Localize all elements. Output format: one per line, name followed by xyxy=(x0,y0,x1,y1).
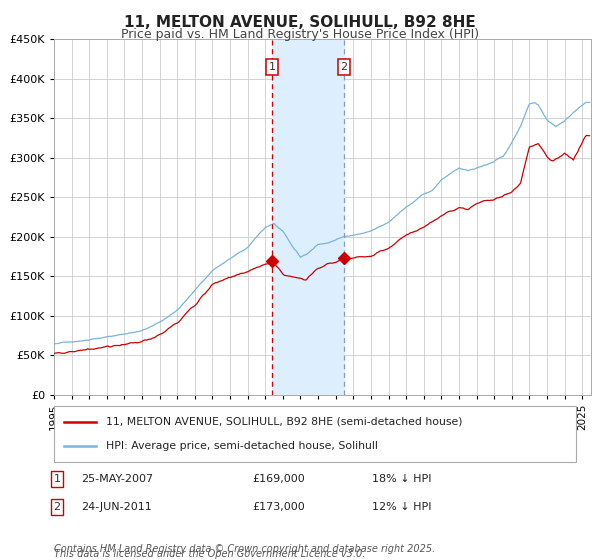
Text: HPI: Average price, semi-detached house, Solihull: HPI: Average price, semi-detached house,… xyxy=(106,441,378,451)
Text: 2: 2 xyxy=(53,502,61,512)
FancyBboxPatch shape xyxy=(54,406,576,462)
Text: £169,000: £169,000 xyxy=(252,474,305,484)
Text: 1: 1 xyxy=(269,62,275,72)
Text: 24-JUN-2011: 24-JUN-2011 xyxy=(81,502,152,512)
Text: 1: 1 xyxy=(53,474,61,484)
Text: 2: 2 xyxy=(341,62,348,72)
Text: 12% ↓ HPI: 12% ↓ HPI xyxy=(372,502,431,512)
Text: £173,000: £173,000 xyxy=(252,502,305,512)
Text: Contains HM Land Registry data © Crown copyright and database right 2025.: Contains HM Land Registry data © Crown c… xyxy=(54,544,435,554)
Text: 11, MELTON AVENUE, SOLIHULL, B92 8HE (semi-detached house): 11, MELTON AVENUE, SOLIHULL, B92 8HE (se… xyxy=(106,417,463,427)
Text: 18% ↓ HPI: 18% ↓ HPI xyxy=(372,474,431,484)
Text: This data is licensed under the Open Government Licence v3.0.: This data is licensed under the Open Gov… xyxy=(54,549,365,559)
Text: 11, MELTON AVENUE, SOLIHULL, B92 8HE: 11, MELTON AVENUE, SOLIHULL, B92 8HE xyxy=(124,15,476,30)
Text: Price paid vs. HM Land Registry's House Price Index (HPI): Price paid vs. HM Land Registry's House … xyxy=(121,28,479,41)
Bar xyxy=(272,39,344,395)
Text: 25-MAY-2007: 25-MAY-2007 xyxy=(81,474,153,484)
